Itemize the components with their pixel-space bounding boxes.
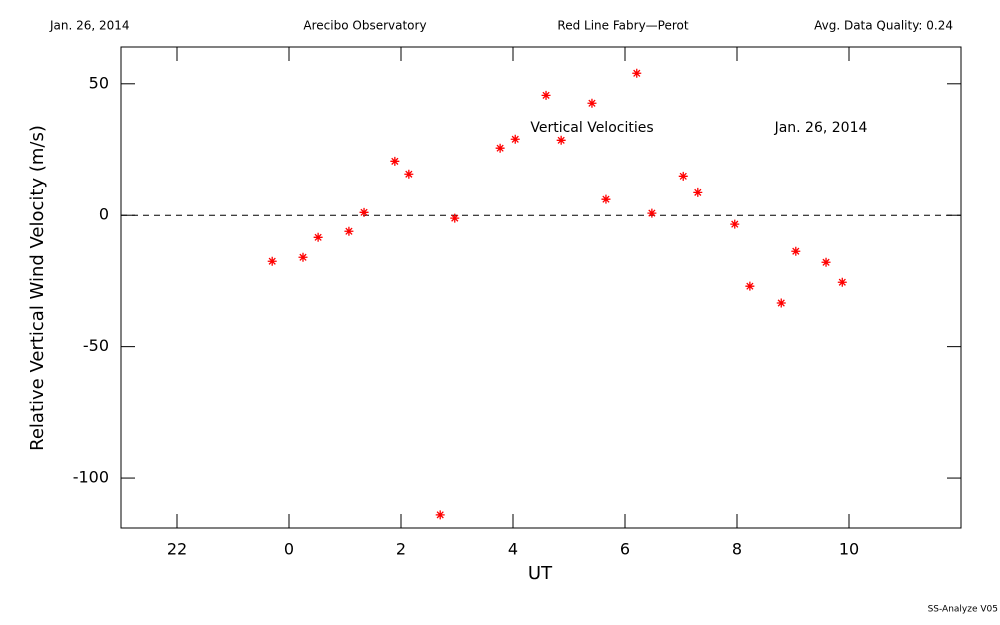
data-point: [745, 281, 755, 291]
data-point: [632, 68, 642, 78]
header-date: Jan. 26, 2014: [49, 19, 130, 33]
header-instrument: Red Line Fabry—Perot: [557, 19, 688, 33]
data-point: [821, 257, 831, 267]
header-quality: Avg. Data Quality: 0.24: [814, 19, 953, 33]
data-point: [678, 171, 688, 181]
footer: SS-Analyze V05: [928, 605, 998, 615]
data-point: [510, 134, 520, 144]
data-point: [647, 208, 657, 218]
data-point: [313, 232, 323, 242]
data-point: [450, 213, 460, 223]
x-tick-label: 4: [508, 540, 518, 559]
data-point: [495, 143, 505, 153]
data-point: [837, 277, 847, 287]
header-site: Arecibo Observatory: [303, 19, 426, 33]
data-point: [390, 156, 400, 166]
data-point: [267, 256, 277, 266]
x-tick-label: 10: [839, 540, 859, 559]
data-point: [556, 135, 566, 145]
data-point: [693, 187, 703, 197]
data-point: [435, 510, 445, 520]
y-tick-label: -50: [83, 336, 109, 355]
x-tick-label: 0: [284, 540, 294, 559]
annotation: Jan. 26, 2014: [774, 120, 868, 136]
x-tick-label: 8: [732, 540, 742, 559]
data-point: [601, 194, 611, 204]
annotation: Vertical Velocities: [530, 120, 653, 136]
y-tick-label: 50: [89, 73, 109, 92]
x-axis-label: UT: [528, 563, 553, 584]
y-axis-label: Relative Vertical Wind Velocity (m/s): [27, 125, 48, 451]
data-point: [344, 226, 354, 236]
data-point: [298, 252, 308, 262]
data-point: [730, 219, 740, 229]
data-point: [359, 207, 369, 217]
data-point: [791, 246, 801, 256]
x-tick-label: 6: [620, 540, 630, 559]
data-point: [541, 90, 551, 100]
plot-frame: [120, 46, 962, 529]
y-tick-label: -100: [73, 468, 109, 487]
x-tick-label: 2: [396, 540, 406, 559]
x-tick-label: 22: [167, 540, 187, 559]
data-point: [587, 98, 597, 108]
y-tick-label: 0: [99, 205, 109, 224]
data-point: [404, 169, 414, 179]
data-point: [776, 298, 786, 308]
